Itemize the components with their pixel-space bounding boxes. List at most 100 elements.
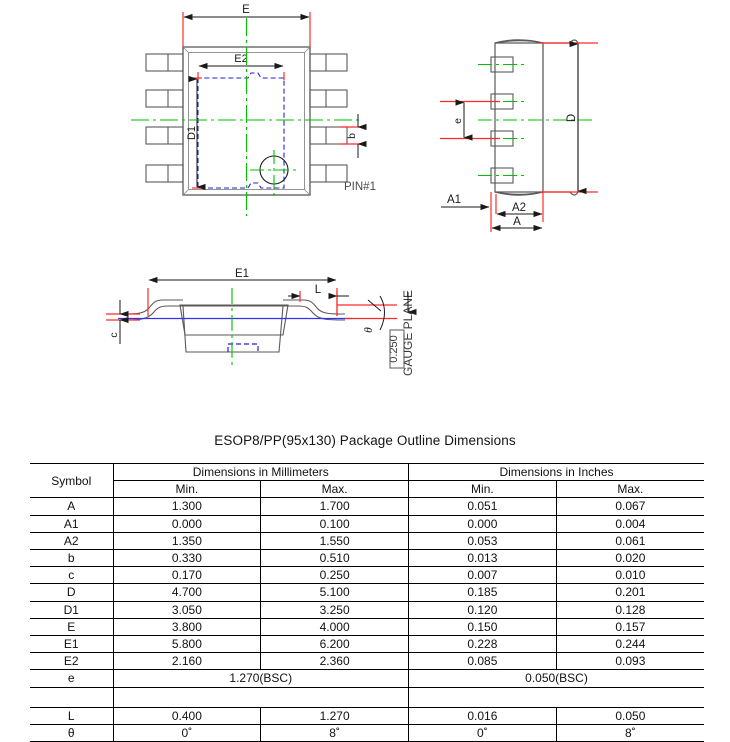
figure-title: ESOP8/PP(95x130) Package Outline Dimensi… [214,433,516,448]
cell-symbol-blank [30,687,114,708]
dim-label-theta: θ [363,327,375,333]
cell-in-max-D: 0.201 [555,583,704,602]
cell-mm-min-A2: 1.350 [113,532,261,551]
header-group-mm: Dimensions in Millimeters [113,463,409,482]
table-row: θ 0˚ 8˚ 0˚ 8˚ [30,724,704,742]
cell-mm-min-tail0: 0.400 [113,707,261,725]
cell-in-min-D1: 0.120 [408,601,557,619]
cell-symbol-D: D [30,583,114,602]
dim-label-E1: E1 [235,268,249,280]
table-row-blank [30,687,704,708]
header-mm-max: Max. [260,480,409,499]
cell-in-span-e: 0.050(BSC) [408,669,704,688]
pin1-label: PIN#1 [344,181,376,193]
cell-mm-max-D1: 3.250 [260,601,409,619]
cell-symbol-E1: E1 [30,635,114,654]
package-drawings-svg: E [106,4,598,376]
cell-symbol-A2: A2 [30,532,114,551]
cell-in-min-E1: 0.228 [408,635,557,654]
top-view-group: E [131,4,376,216]
cell-mm-max-tail0: 1.270 [260,707,409,725]
header-group-in: Dimensions in Inches [408,463,704,482]
table-row: A2 1.350 1.550 0.053 0.061 [30,532,704,551]
cell-in-min-A: 0.051 [408,497,557,516]
cell-mm-min-b: 0.330 [113,549,261,568]
cell-mm-span-e: 1.270(BSC) [113,669,409,688]
cell-symbol-A: A [30,497,114,516]
table-row: E 3.800 4.000 0.150 0.157 [30,618,704,637]
cell-in-max-tail0: 0.050 [555,707,704,725]
header-mm-min: Min. [113,480,261,499]
dim-label-L: L [315,284,322,296]
cell-symbol-b: b [30,549,114,568]
cell-symbol-e: e [30,669,114,688]
cell-in-blank [408,687,704,708]
dimensions-table: Symbol Dimensions in Millimeters Dimensi… [30,463,704,742]
cell-in-max-A1: 0.004 [555,515,704,533]
dim-label-D: D [566,114,578,122]
table-row: A 1.300 1.700 0.051 0.067 [30,497,704,516]
front-view-group: E1 L c θ [106,268,417,376]
cell-mm-blank [113,687,409,708]
table-body: A 1.300 1.700 0.051 0.067 A1 0.000 0.100 0.000 0.… [30,497,704,742]
table-row: D 4.700 5.100 0.185 0.201 [30,583,704,602]
cell-mm-min-c: 0.170 [113,566,261,585]
drawings-area: E [106,4,598,376]
table-sub-header-row: Min. Max. Min. Max. [30,480,704,499]
cell-mm-max-A: 1.700 [260,497,409,516]
table-row: E1 5.800 6.200 0.228 0.244 [30,635,704,654]
cell-in-max-c: 0.010 [555,566,704,585]
cell-in-min-b: 0.013 [408,549,557,568]
cell-in-max-E: 0.157 [555,618,704,637]
table-row: L 0.400 1.270 0.016 0.050 [30,707,704,725]
gauge-value-label: 0.250 [388,335,400,363]
dim-label-A2: A2 [512,202,526,214]
cell-in-min-tail0: 0.016 [408,707,557,725]
cell-symbol-c: c [30,566,114,585]
dim-label-E: E [242,4,250,16]
header-in-min: Min. [408,480,557,499]
cell-in-min-E2: 0.085 [408,652,557,671]
cell-mm-max-E2: 2.360 [260,652,409,671]
cell-mm-min-E: 3.800 [113,618,261,637]
cell-symbol-A1: A1 [30,515,114,533]
cell-mm-min-E1: 5.800 [113,635,261,654]
cell-symbol-D1: D1 [30,601,114,619]
cell-mm-max-A2: 1.550 [260,532,409,551]
cell-mm-max-c: 0.250 [260,566,409,585]
dim-label-e: e [452,118,464,124]
cell-in-min-A1: 0.000 [408,515,557,533]
table-group-header-row: Symbol Dimensions in Millimeters Dimensi… [30,463,704,499]
dim-label-E2: E2 [234,53,247,65]
cell-mm-max-D: 5.100 [260,583,409,602]
cell-in-max-D1: 0.128 [555,601,704,619]
cell-in-max-A2: 0.061 [555,532,704,551]
cell-in-max-b: 0.020 [555,549,704,568]
cell-in-max-E2: 0.093 [555,652,704,671]
table-row: D1 3.050 3.250 0.120 0.128 [30,601,704,619]
header-in-max: Max. [555,480,704,499]
header-symbol: Symbol [30,463,114,499]
table-row: E2 2.160 2.360 0.085 0.093 [30,652,704,671]
cell-mm-max-E1: 6.200 [260,635,409,654]
table-row: A1 0.000 0.100 0.000 0.004 [30,515,704,533]
cell-in-max-A: 0.067 [555,497,704,516]
dim-label-b: b [346,133,358,139]
side-view-group: e D A1 A2 A [440,39,598,232]
dim-label-c: c [108,332,120,337]
cell-symbol-tail0: L [30,707,114,725]
cell-mm-min-E2: 2.160 [113,652,261,671]
dim-label-A: A [513,216,521,228]
cell-mm-max-E: 4.000 [260,618,409,637]
cell-symbol-E: E [30,618,114,637]
cell-mm-min-A1: 0.000 [113,515,261,533]
cell-mm-max-b: 0.510 [260,549,409,568]
cell-in-min-c: 0.007 [408,566,557,585]
dim-label-D1: D1 [186,126,198,140]
table-head: Symbol Dimensions in Millimeters Dimensi… [30,463,704,499]
cell-symbol-E2: E2 [30,652,114,671]
table-row: c 0.170 0.250 0.007 0.010 [30,566,704,585]
cell-in-min-A2: 0.053 [408,532,557,551]
cell-in-min-E: 0.150 [408,618,557,637]
